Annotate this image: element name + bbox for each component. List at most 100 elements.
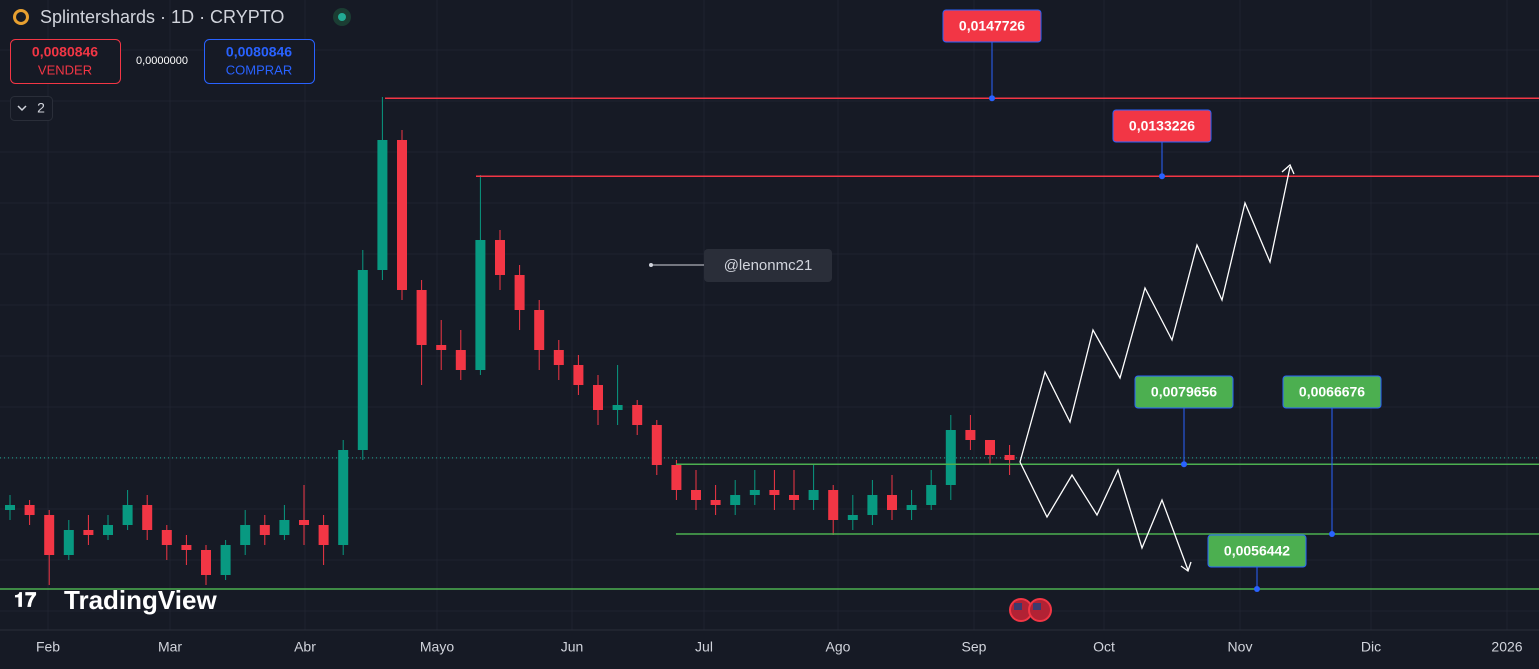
candle-body: [769, 490, 780, 495]
candle-body: [475, 240, 486, 370]
drawings-toggle[interactable]: [10, 96, 53, 121]
level-label: 0,0079656: [1151, 384, 1217, 400]
candle-body: [83, 530, 94, 535]
x-tick-label: Feb: [36, 639, 60, 655]
level-anchor: [1159, 173, 1165, 180]
candle-body: [338, 450, 349, 545]
candle-body: [847, 515, 858, 520]
sell-price: 0,0080846: [32, 44, 98, 60]
candle-body: [357, 270, 368, 450]
candle-body: [240, 525, 251, 545]
symbol-icon-inner: [16, 12, 26, 22]
candle-body: [436, 345, 447, 350]
level-label: 0,0147726: [959, 18, 1025, 34]
x-tick-label: Jul: [695, 639, 713, 655]
candle-body: [514, 275, 525, 310]
x-tick-label: 2026: [1491, 639, 1522, 655]
candle-body: [553, 350, 564, 365]
candle-body: [867, 495, 878, 515]
candle-body: [416, 290, 427, 345]
candle-body: [201, 550, 211, 575]
chevron: [17, 105, 27, 112]
candle-body: [789, 495, 799, 500]
level-label: 0,0066676: [1299, 384, 1365, 400]
flag-canton: [1033, 603, 1041, 610]
candle-body: [887, 495, 897, 510]
candle-body: [161, 530, 172, 545]
x-tick-label: Mayo: [420, 639, 454, 655]
level-label-box[interactable]: [1112, 109, 1212, 143]
candle-body: [122, 505, 133, 525]
buy-button[interactable]: [204, 39, 315, 84]
level-label-box[interactable]: [1282, 375, 1382, 409]
level-label-box[interactable]: [942, 9, 1042, 43]
candle-body: [181, 545, 192, 550]
flag-canton: [1014, 603, 1022, 610]
drawings-count: 2: [37, 100, 45, 116]
x-tick-label: Nov: [1228, 639, 1253, 655]
candle-body: [142, 505, 153, 530]
candle-body: [985, 440, 995, 455]
x-tick-label: Dic: [1361, 639, 1381, 655]
candle-body: [495, 240, 505, 275]
level-anchor: [1329, 531, 1335, 537]
projection-up: [1019, 166, 1291, 463]
candle-body: [926, 485, 937, 505]
sell-label: VENDER: [38, 62, 92, 77]
candle-body: [63, 530, 74, 555]
candle-body: [377, 140, 388, 270]
candle-body: [259, 525, 270, 535]
candle-body: [749, 490, 760, 495]
symbol-title[interactable]: Splintershards · 1D · CRYPTO: [40, 7, 284, 27]
note-dot: [649, 263, 653, 267]
candle-body: [573, 365, 584, 385]
market-status-dot: [338, 13, 346, 21]
candle-body: [828, 490, 839, 520]
candle-body: [279, 520, 290, 535]
arrow-head: [1180, 561, 1192, 573]
buy-price: 0,0080846: [226, 44, 292, 60]
candle-body: [534, 310, 545, 350]
candle-body: [965, 430, 976, 440]
candle-body: [710, 500, 721, 505]
projection-down: [1019, 461, 1189, 571]
level-label-box[interactable]: [1134, 375, 1234, 409]
note-box[interactable]: [704, 249, 832, 282]
candle-body: [1004, 455, 1015, 460]
level-label-box[interactable]: [1207, 534, 1307, 568]
note-text: @lenonmc21: [724, 257, 813, 274]
logo: TradingView: [64, 585, 217, 615]
candle-body: [397, 140, 407, 290]
candle-body: [593, 385, 603, 410]
x-tick-label: Oct: [1093, 639, 1115, 655]
logo-mark: 𝟏𝟕: [14, 589, 36, 611]
plot: [0, 42, 1539, 593]
candle-body: [455, 350, 466, 370]
level-label: 0,0056442: [1224, 543, 1290, 559]
candle-body: [632, 405, 643, 425]
x-tick-label: Mar: [158, 639, 182, 655]
candle-body: [612, 405, 623, 410]
level-label: 0,0133226: [1129, 118, 1195, 134]
level-anchor: [989, 95, 995, 102]
candle-body: [691, 490, 701, 500]
candle-body: [44, 515, 55, 555]
candle-body: [730, 495, 741, 505]
candle-body: [220, 545, 231, 575]
candle-body: [671, 465, 682, 490]
buy-label: COMPRAR: [226, 62, 292, 77]
spread: 0,0000000: [136, 55, 188, 67]
candle-body: [945, 430, 956, 485]
arrow-head: [1281, 163, 1295, 175]
x-tick-label: Abr: [294, 639, 316, 655]
candle-body: [651, 425, 662, 465]
sell-button[interactable]: [10, 39, 121, 84]
candle-body: [299, 520, 309, 525]
candle-body: [5, 505, 15, 510]
level-anchor: [1254, 586, 1260, 593]
x-tick-label: Jun: [561, 639, 584, 655]
candle-body: [808, 490, 819, 500]
x-tick-label: Ago: [826, 639, 851, 655]
